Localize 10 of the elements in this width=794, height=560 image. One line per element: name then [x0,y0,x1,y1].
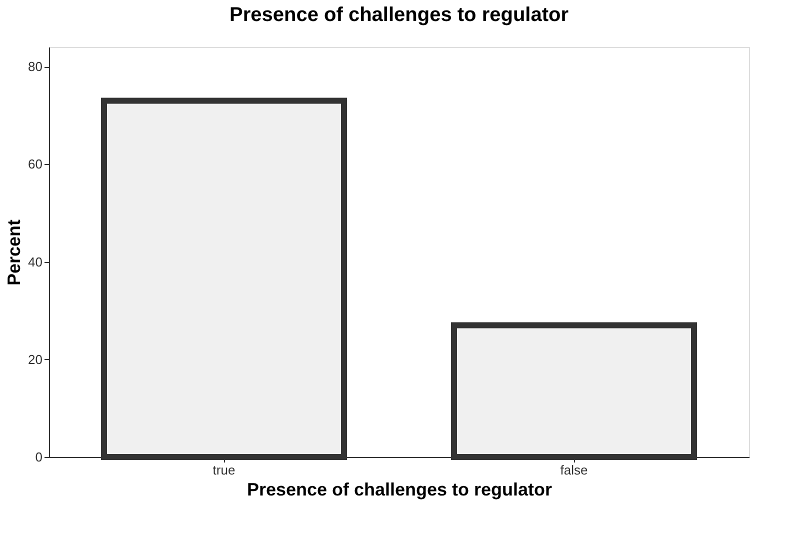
x-tick-label: false [560,462,588,478]
y-tick-label: 60 [28,156,42,172]
x-tick-label: true [212,462,236,478]
y-tick-label: 40 [28,254,42,270]
x-axis-title: Presence of challenges to regulator [246,480,552,500]
y-tick-label: 0 [35,450,42,464]
y-tick-label: 20 [28,352,42,367]
chart-title: Presence of challenges to regulator [230,4,569,26]
y-tick-label: 80 [28,59,42,74]
y-axis-title: Percent [4,219,24,286]
